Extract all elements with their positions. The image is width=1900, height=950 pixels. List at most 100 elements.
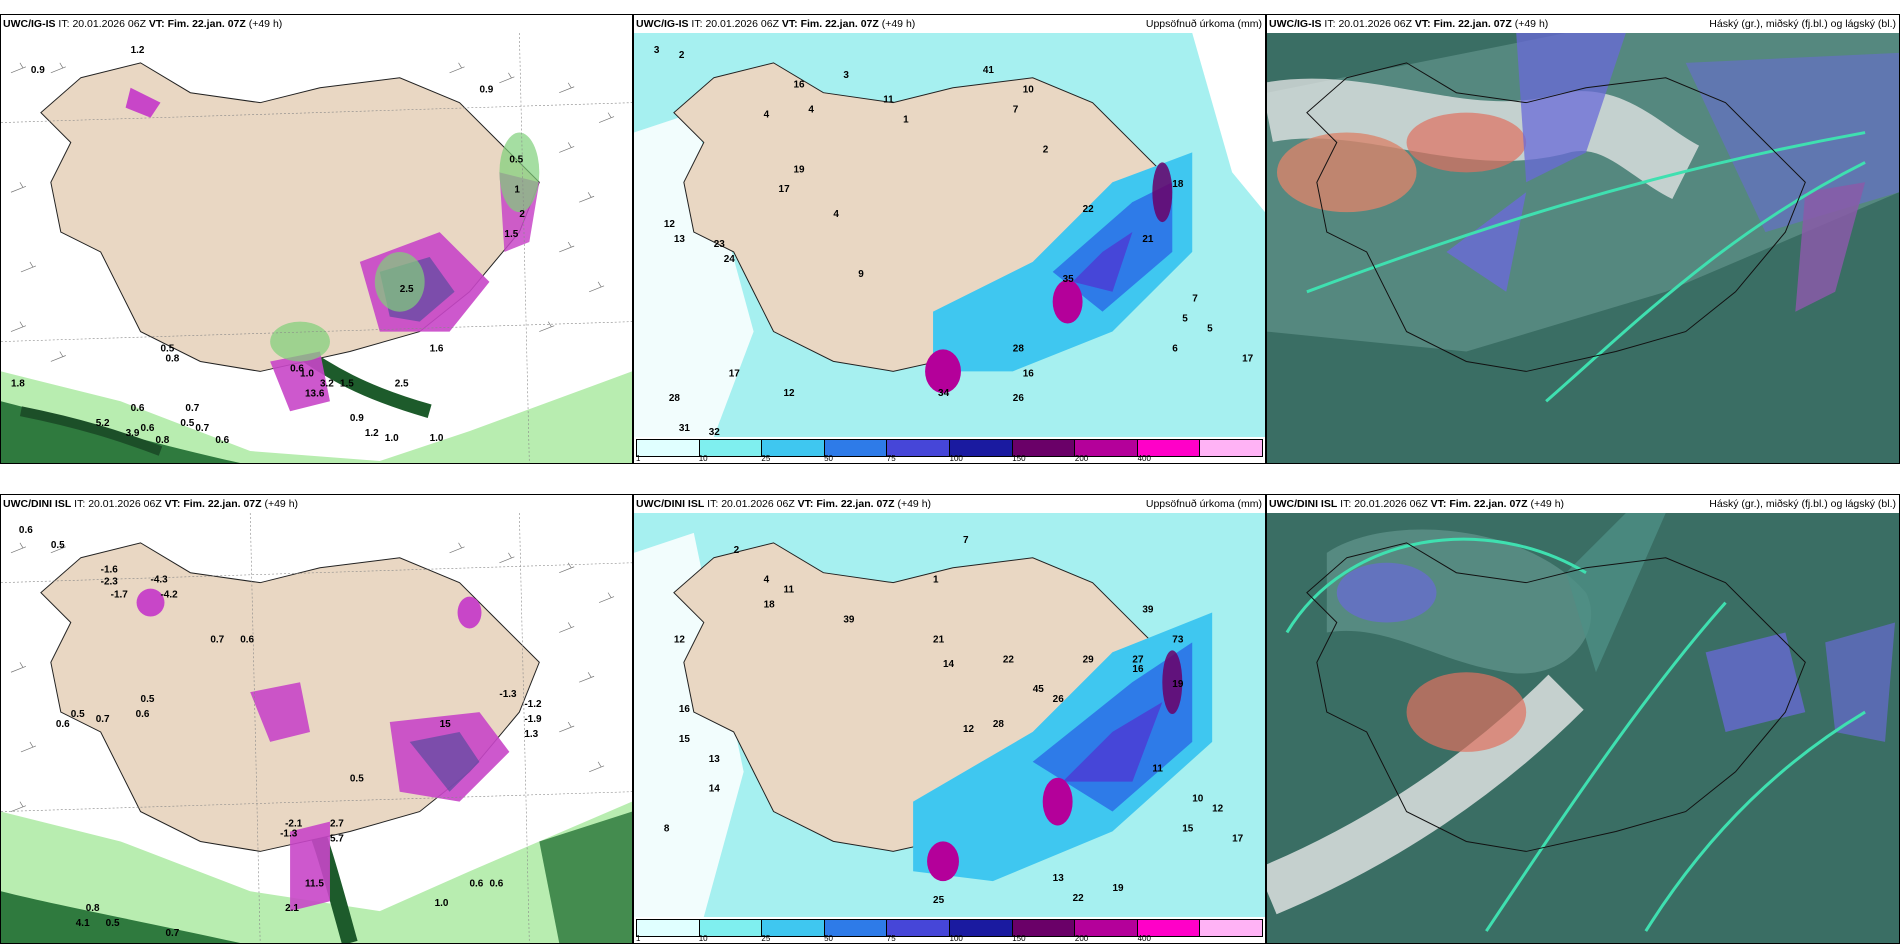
- value-label: 18: [764, 600, 776, 611]
- vt-label: VT: Fim. 22.jan. 07Z: [164, 498, 262, 510]
- lead-time: (+49 h): [1514, 18, 1549, 30]
- value-label: 0.6: [215, 435, 229, 446]
- value-label: 16: [679, 704, 691, 715]
- value-label: 0.6: [136, 709, 150, 720]
- colorbar-swatch: [824, 920, 888, 936]
- value-label: 3.2: [320, 378, 334, 389]
- lead-time: (+49 h): [248, 18, 283, 30]
- colorbar-tick: 150: [1012, 454, 1026, 463]
- value-label: 7: [963, 535, 969, 546]
- value-label: 27: [1132, 654, 1144, 665]
- value-label: -1.3: [280, 829, 298, 840]
- value-label: 0.8: [86, 903, 100, 914]
- model-name: UWC/IG-IS: [636, 18, 689, 30]
- value-label: 14: [709, 784, 721, 795]
- value-label: 2: [1043, 144, 1049, 155]
- value-label: 16: [1132, 664, 1144, 675]
- value-label: 15: [679, 734, 691, 745]
- value-label: 0.6: [489, 878, 503, 889]
- lead-time: (+49 h): [1530, 498, 1565, 510]
- colorbar-tick: 100: [949, 934, 963, 943]
- it-label: IT:: [58, 18, 70, 30]
- it-value: 20.01.2026 06Z: [705, 18, 779, 30]
- value-label: 15: [1182, 823, 1194, 834]
- panel-title: Háský (gr.), miðský (fj.bl.) og lágský (…: [1709, 18, 1896, 30]
- value-label: 21: [933, 634, 945, 645]
- value-label: 1.8: [11, 378, 25, 389]
- colorbar-tick: 50: [824, 934, 833, 943]
- panel-wind-snow-row1: UWC/IG-IS IT: 20.01.2026 06Z VT: Fim. 22…: [0, 14, 633, 464]
- value-label: 0.5: [71, 709, 85, 720]
- value-label: 15: [440, 719, 452, 730]
- value-label: 10: [1192, 794, 1204, 805]
- value-label: 11.5: [305, 878, 324, 889]
- colorbar-tick: 150: [1012, 934, 1026, 943]
- value-label: 19: [1172, 679, 1184, 690]
- value-label: 23: [714, 239, 726, 250]
- vt-label: VT: Fim. 22.jan. 07Z: [781, 18, 879, 30]
- value-label: 7: [1013, 105, 1019, 116]
- colorbar-tick: 75: [886, 934, 896, 943]
- value-label: 2.5: [400, 284, 414, 295]
- value-label: 0.6: [19, 525, 33, 536]
- value-label: 12: [784, 388, 796, 399]
- value-label: 0.7: [165, 928, 179, 939]
- value-label: 2.1: [285, 903, 299, 914]
- value-label: 1.0: [385, 433, 399, 444]
- colorbar-tick: 400: [1137, 934, 1151, 943]
- value-label: 3: [654, 45, 660, 56]
- value-label: 12: [1212, 804, 1224, 815]
- colorbar-tick: 200: [1074, 454, 1089, 463]
- value-label: 1: [514, 184, 520, 195]
- value-label: 35: [1063, 274, 1075, 285]
- panel-header: UWC/IG-IS IT: 20.01.2026 06Z VT: Fim. 22…: [1267, 15, 1899, 33]
- value-label: 19: [1112, 883, 1124, 894]
- value-label: 6: [1172, 343, 1178, 354]
- colorbar-tick: 100: [949, 454, 963, 463]
- map-cloud: [1267, 33, 1899, 463]
- value-label: 1.0: [430, 433, 444, 444]
- panel-title: Háský (gr.), miðský (fj.bl.) og lágský (…: [1709, 498, 1896, 510]
- colorbar-tick: 200: [1074, 934, 1089, 943]
- colorbar-swatch: [699, 920, 763, 936]
- lead-time: (+49 h): [897, 498, 932, 510]
- value-label: 0.8: [156, 435, 170, 446]
- value-label: -1.2: [524, 699, 542, 710]
- lead-time: (+49 h): [264, 498, 299, 510]
- value-label: -4.3: [151, 575, 169, 586]
- model-name: UWC/IG-IS: [3, 18, 56, 30]
- panel-header: UWC/IG-IS IT: 20.01.2026 06Z VT: Fim. 22…: [1, 15, 632, 33]
- value-label: 22: [1083, 204, 1095, 215]
- colorbar-swatch: [1200, 440, 1262, 456]
- colorbar-swatch: [762, 920, 825, 936]
- map-svg: 0.60.5-1.6-2.3-1.7-4.3-4.20.7 0.60.50.60.…: [1, 513, 632, 943]
- colorbar-swatch: [699, 440, 763, 456]
- vt-label: VT: Fim. 22.jan. 07Z: [148, 18, 246, 30]
- value-label: 11: [883, 95, 894, 106]
- value-label: 12: [674, 634, 686, 645]
- colorbar-swatch: [949, 920, 1013, 936]
- model-name: UWC/DINI ISL: [3, 498, 72, 510]
- colorbar-swatch: [762, 440, 825, 456]
- value-label: 0.7: [195, 423, 209, 434]
- colorbar-swatch: [887, 440, 950, 456]
- model-name: UWC/DINI ISL: [1269, 498, 1338, 510]
- it-label: IT:: [707, 498, 719, 510]
- colorbar-tick: 50: [824, 454, 833, 463]
- value-label: 17: [1232, 833, 1244, 844]
- value-label: 1: [933, 575, 939, 586]
- value-label: 2: [679, 50, 685, 61]
- value-label: 0.5: [160, 344, 174, 355]
- value-label: 0.6: [131, 403, 145, 414]
- value-label: 13: [709, 754, 721, 765]
- value-label: 73: [1172, 634, 1184, 645]
- colorbar-swatch: [1137, 920, 1201, 936]
- value-label: 22: [1073, 893, 1085, 904]
- colorbar-tick: 75: [886, 454, 896, 463]
- it-label: IT:: [74, 498, 86, 510]
- value-label: -1.6: [101, 565, 119, 576]
- value-label: 3.9: [126, 428, 140, 439]
- value-label: 41: [983, 65, 995, 76]
